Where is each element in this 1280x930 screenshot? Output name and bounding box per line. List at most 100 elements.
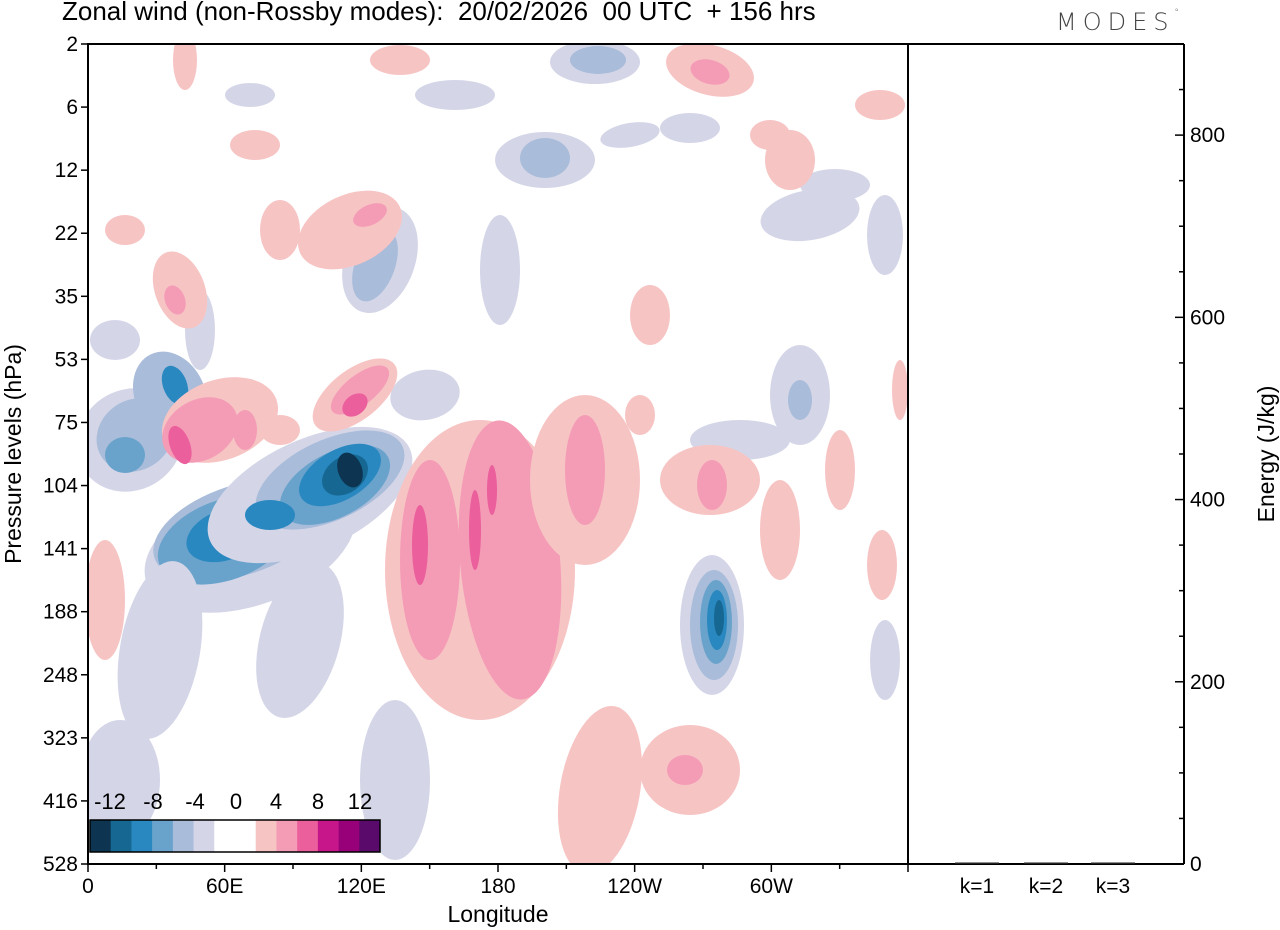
contour-cell: [260, 200, 300, 260]
contour-cell: [520, 138, 570, 178]
contour-cell: [161, 365, 189, 405]
contour-cell: [697, 460, 727, 510]
energy-bar-label: k=3: [1096, 875, 1130, 898]
contour-cell: [750, 120, 790, 150]
energy-tick-label: 800: [1190, 124, 1225, 147]
energy-tick-label: 200: [1190, 671, 1225, 694]
colorbar-label: 12: [348, 789, 372, 814]
contour-cell: [825, 430, 855, 510]
contour-cell: [105, 437, 145, 473]
contour-cell: [760, 480, 800, 580]
contour-cell: [233, 410, 257, 450]
colorbar-label: 8: [312, 789, 324, 814]
contour-cell: [88, 720, 160, 840]
modes-logo: MODES°: [1056, 8, 1179, 36]
contour-cell: [557, 706, 643, 864]
contour-cell: [117, 561, 203, 739]
x-tick-label: 120W: [607, 875, 662, 898]
colorbar-swatch: [131, 820, 153, 852]
contour-cell: [337, 452, 363, 488]
y-tick-label: 104: [43, 475, 78, 498]
zonal-wind-heatmap: [88, 44, 908, 864]
logo-text: MODES: [1056, 8, 1175, 36]
colorbar-label: -4: [185, 789, 205, 814]
y-tick-label: 323: [43, 727, 78, 750]
colorbar-label: -12: [94, 789, 126, 814]
x-axis: 0 60E 120E 180 120W 60W: [82, 864, 909, 898]
energy-tick-label: 0: [1190, 853, 1202, 876]
x-tick-label: 60W: [750, 875, 793, 898]
contour-cell: [690, 59, 730, 85]
y-axis: 2 6 12 22 35 53 75 104 141 188 248 323 416 528: [43, 33, 88, 876]
y-tick-label: 22: [55, 222, 78, 245]
y-tick-label: 53: [55, 348, 78, 371]
contour-cell: [487, 465, 497, 515]
colorbar-swatch: [110, 820, 132, 852]
colorbar-swatch: [90, 820, 112, 852]
contour-field: [88, 44, 908, 864]
x-tick-label: 60E: [206, 875, 243, 898]
colorbar-swatch: [152, 820, 174, 852]
x-axis-title: Longitude: [447, 901, 548, 927]
contour-cell: [353, 203, 387, 227]
contour-cell: [714, 600, 724, 636]
colorbar-swatch: [255, 820, 277, 852]
contour-cell: [225, 83, 275, 107]
contour-cell: [400, 460, 460, 660]
x-tick-label: 0: [82, 875, 94, 898]
energy-axis-title: Energy (J/kg): [1253, 386, 1279, 523]
y-tick-label: 35: [55, 285, 78, 308]
contour-cell: [570, 46, 626, 74]
contour-cell: [260, 415, 300, 445]
contour-cell: [660, 113, 720, 143]
energy-bar: [955, 862, 999, 864]
y-tick-label: 6: [66, 96, 78, 119]
contour-cell: [625, 395, 655, 435]
colorbar-swatch: [193, 820, 215, 852]
chart-title: Zonal wind (non-Rossby modes): 20/02/202…: [62, 0, 816, 26]
colorbar: -12 -8 -4 0 4 8 12: [89, 789, 381, 853]
energy-bar-label: k=1: [960, 875, 994, 898]
energy-bar: [1091, 862, 1135, 864]
x-tick-label: 180: [480, 875, 515, 898]
contour-cell: [230, 130, 280, 160]
colorbar-label: 0: [230, 789, 242, 814]
contour-cell: [88, 540, 125, 660]
contour-cell: [892, 360, 908, 420]
contour-cell: [256, 562, 344, 718]
x-tick-label: 120E: [337, 875, 386, 898]
y-tick-label: 528: [43, 853, 78, 876]
contour-cell: [90, 320, 140, 360]
y-tick-label: 12: [55, 159, 78, 182]
energy-bar: [1024, 862, 1068, 864]
y-tick-label: 188: [43, 601, 78, 624]
energy-tick-label: 600: [1190, 306, 1225, 329]
y-axis-title: Pressure levels (hPa): [0, 344, 26, 564]
contour-cell: [469, 490, 481, 570]
contour-cell: [390, 369, 460, 421]
logo-mark: °: [1174, 8, 1179, 18]
contour-cell: [480, 215, 520, 325]
contour-cell: [412, 505, 428, 585]
y-tick-label: 75: [55, 411, 78, 434]
contour-cell: [342, 393, 368, 417]
energy-tick-label: 400: [1190, 489, 1225, 512]
contour-cell: [800, 169, 870, 201]
contour-cell: [788, 380, 812, 420]
contour-cell: [855, 90, 905, 120]
energy-bars: k=1 k=2 k=3: [955, 862, 1135, 898]
energy-axis: 0 200 400 600 800: [1175, 88, 1225, 876]
y-tick-label: 248: [43, 664, 78, 687]
contour-cell: [415, 80, 495, 110]
contour-cell: [630, 285, 670, 345]
contour-cell: [370, 45, 430, 75]
contour-cell: [173, 44, 197, 90]
contour-cell: [867, 195, 903, 275]
y-tick-label: 141: [43, 538, 78, 561]
contour-cell: [168, 425, 192, 465]
colorbar-swatch: [359, 820, 381, 852]
colorbar-swatch: [276, 820, 298, 852]
contour-cell: [600, 122, 660, 148]
contour-cell: [164, 285, 186, 315]
